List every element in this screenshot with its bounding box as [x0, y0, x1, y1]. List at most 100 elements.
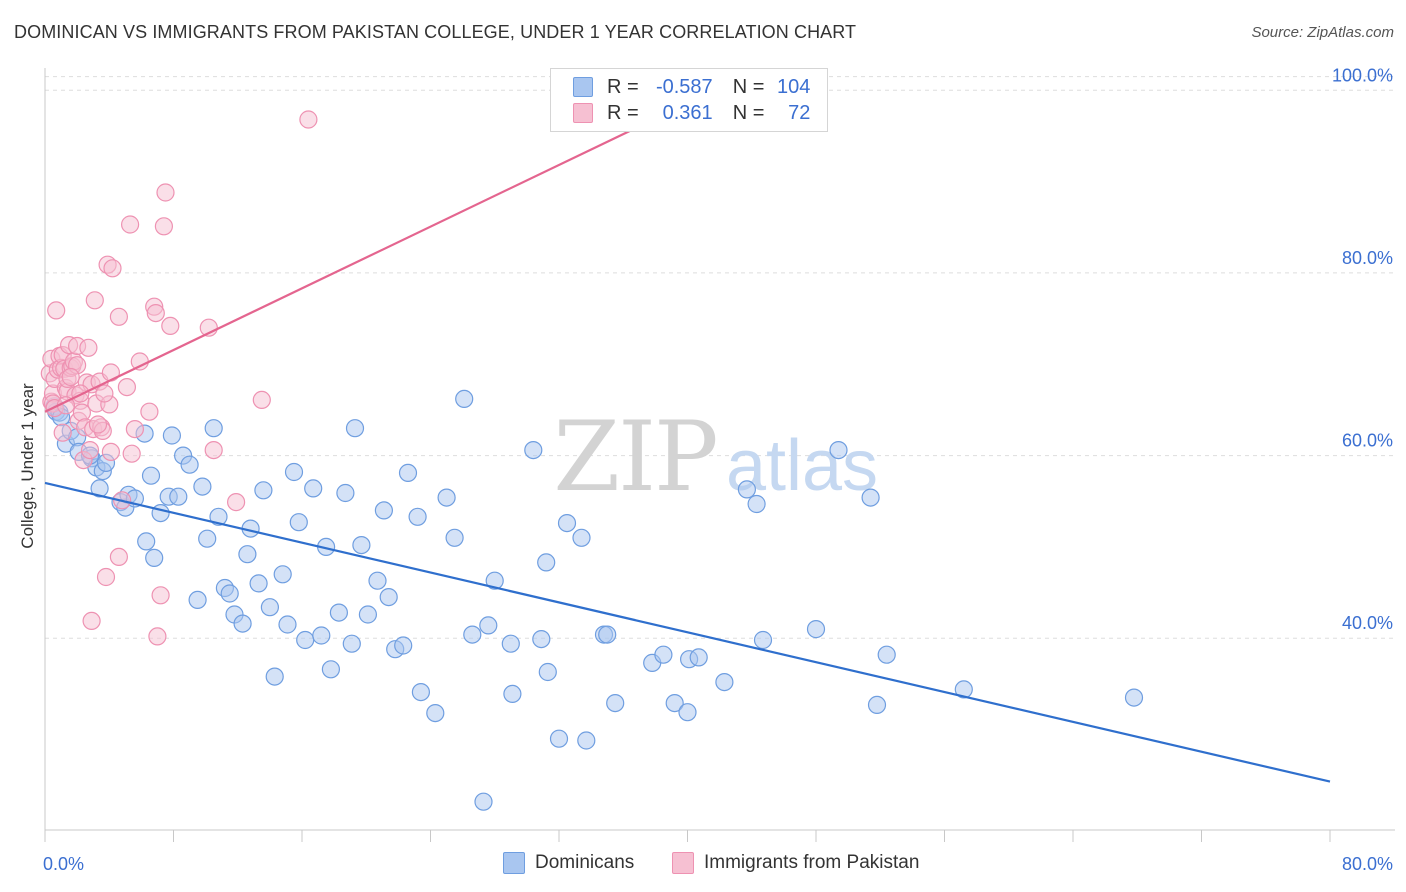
- legend-n-value: 104: [777, 75, 811, 98]
- dominicans-point: [747, 494, 766, 514]
- pakistan-point: [96, 567, 116, 587]
- dominicans-point: [180, 455, 199, 474]
- dominicans-point: [479, 616, 498, 635]
- dominicans-point: [715, 672, 734, 692]
- dominicans-point: [169, 487, 188, 506]
- dominicans-point: [408, 507, 427, 526]
- dominicans-point: [1124, 688, 1144, 707]
- dominicans-point: [753, 630, 773, 650]
- dominicans-point: [90, 479, 109, 498]
- dominicans-point: [198, 529, 217, 548]
- pakistan-point: [82, 611, 101, 631]
- pakistan-point: [109, 307, 129, 326]
- dominicans-point: [238, 545, 257, 564]
- dominicans-point: [549, 729, 569, 748]
- tick-labels: 40.0% 60.0% 80.0% 100.0% 0.0% 80.0%: [43, 65, 1393, 874]
- legend-n-value: 72: [788, 101, 811, 124]
- dominicans-point: [463, 625, 482, 644]
- legend-n-label: N =: [732, 101, 765, 124]
- pakistan-point: [125, 420, 144, 439]
- dominicans-point: [260, 598, 279, 617]
- dominicans-point: [336, 483, 355, 503]
- legend-r-value: 0.361: [662, 101, 713, 124]
- y-tick-label: 60.0%: [1342, 431, 1393, 451]
- pakistan-point: [95, 384, 114, 403]
- legend-r-label: R =: [607, 75, 639, 98]
- dominicans-point: [532, 629, 551, 649]
- dominicans-point: [665, 693, 684, 713]
- legend-swatch-pakistan: [672, 852, 694, 874]
- dominicans-point: [188, 590, 207, 610]
- pakistan-point: [85, 291, 104, 310]
- dominicans-point: [321, 660, 340, 679]
- dominicans-point: [806, 619, 826, 639]
- pakistan-point: [80, 441, 100, 460]
- dominicans-point: [162, 426, 181, 445]
- dominicans-point: [394, 636, 413, 655]
- legend-row-dominicans: R = -0.587 N = 104: [573, 74, 810, 100]
- dominicans-point: [151, 503, 170, 523]
- pakistan-point: [227, 493, 246, 512]
- dominicans-point: [304, 479, 323, 498]
- pakistan-point: [47, 301, 66, 320]
- dominicans-point: [329, 603, 348, 622]
- pakistan-point: [101, 442, 121, 461]
- dominicans-point: [145, 548, 164, 568]
- dominicans-point: [485, 571, 504, 590]
- dominicans-point: [426, 703, 445, 723]
- y-tick-label: 100.0%: [1332, 65, 1393, 85]
- y-tick-label: 80.0%: [1342, 248, 1393, 268]
- pakistan-point: [204, 441, 223, 460]
- legend-r-value: -0.587: [655, 75, 713, 98]
- dominicans-point: [249, 574, 268, 593]
- pakistan-point: [88, 415, 108, 434]
- dominicans-point: [379, 587, 398, 607]
- legend-swatch-pink: [573, 103, 593, 123]
- dominicans-point: [877, 645, 896, 664]
- dominicans-point: [368, 571, 387, 590]
- pakistan-point: [122, 444, 141, 463]
- legend-label-dominicans: Dominicans: [535, 852, 635, 873]
- dominicans-point: [220, 584, 239, 603]
- dominicans-point: [577, 731, 596, 750]
- dominicans-point: [503, 684, 522, 704]
- legend-item-pakistan: Immigrants from Pakistan: [672, 852, 919, 874]
- dominicans-point: [312, 626, 331, 645]
- pakistan-point: [151, 586, 170, 605]
- dominicans-point: [829, 441, 848, 460]
- dominicans-point: [398, 463, 418, 482]
- pakistan-point: [154, 217, 173, 236]
- dominicans-point: [598, 625, 617, 644]
- pakistan-point: [61, 367, 80, 387]
- dominicans-point: [358, 605, 377, 624]
- dominicans-point: [678, 703, 697, 722]
- dominicans-point: [284, 462, 304, 482]
- pakistan-point: [299, 110, 318, 129]
- dominicans-point: [537, 553, 556, 572]
- dominicans-point: [411, 682, 430, 702]
- pakistan-point: [109, 547, 129, 567]
- dominicans-point: [233, 614, 252, 633]
- dominicans-point: [352, 535, 371, 555]
- legend-swatch-blue: [573, 77, 593, 97]
- pakistan-point: [148, 627, 167, 646]
- dominicans-point: [689, 648, 708, 667]
- dominicans-point: [374, 501, 393, 520]
- axes: [44, 68, 1395, 842]
- dominicans-point: [501, 634, 520, 653]
- dominicans-point: [606, 693, 625, 713]
- dominicans-point: [954, 680, 973, 699]
- pakistan-point: [161, 316, 180, 335]
- pakistan-point: [130, 352, 149, 371]
- dominicans-point: [342, 634, 361, 653]
- pakistan-point: [53, 423, 72, 442]
- legend-r-label: R =: [607, 101, 639, 124]
- dominicans-point: [861, 488, 880, 507]
- dominicans-point: [654, 645, 673, 664]
- pakistan-point: [79, 338, 98, 357]
- pakistan-point: [117, 378, 137, 397]
- trend-lines: [44, 98, 1331, 783]
- pakistan-point: [121, 215, 140, 234]
- dominicans-point: [204, 419, 223, 438]
